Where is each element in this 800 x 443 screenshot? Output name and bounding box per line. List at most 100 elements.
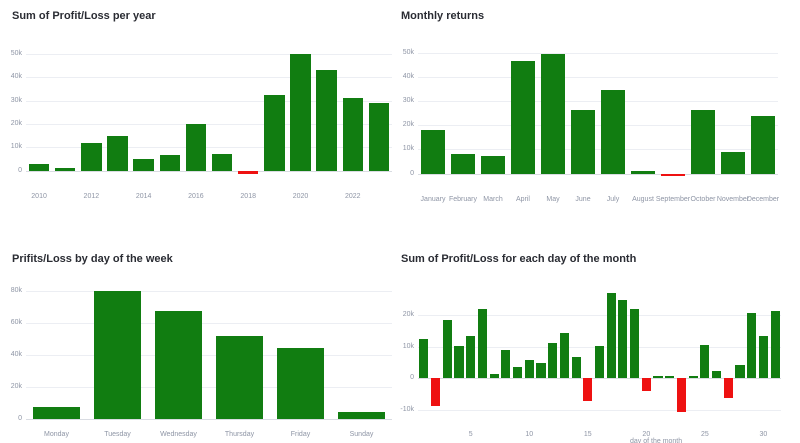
chart-title: Monthly returns <box>401 10 485 22</box>
bar-13[interactable] <box>559 332 569 379</box>
bar-26[interactable] <box>712 370 722 379</box>
bar-19[interactable] <box>630 309 640 379</box>
bar-Sunday[interactable] <box>337 412 386 419</box>
x-tick-label: September <box>655 196 691 203</box>
bar-14[interactable] <box>571 357 581 379</box>
bar-2012[interactable] <box>81 142 102 171</box>
bar-27[interactable] <box>723 378 733 399</box>
y-tick-label: 30k <box>10 96 22 104</box>
bar-2017[interactable] <box>211 153 233 171</box>
chart-profit-loss-by-weekday: Prifits/Loss by day of the week 0 20k 40k 6… <box>0 221 400 443</box>
bar-2011[interactable] <box>55 167 76 171</box>
x-tick-label: 2018 <box>240 193 256 200</box>
bar-Wednesday[interactable] <box>154 310 203 419</box>
bar-Thursday[interactable] <box>215 336 264 419</box>
bar-10[interactable] <box>524 360 534 379</box>
x-tick-label: Thursday <box>224 431 255 438</box>
bar-29[interactable] <box>747 313 757 379</box>
bar-2022[interactable] <box>342 98 363 171</box>
plot-area: 0 20k 40k 60k 80k Monday Tuesday Wednesday Thurs… <box>11 283 392 438</box>
y-tick-label: 40k <box>10 351 22 358</box>
bar-Tuesday[interactable] <box>93 290 142 419</box>
bar-30[interactable] <box>758 336 768 379</box>
bar-2016[interactable] <box>185 123 207 171</box>
bar-2010[interactable] <box>28 164 50 171</box>
y-tick-label: 20k <box>402 121 414 129</box>
bar-5[interactable] <box>466 335 476 379</box>
bar-6[interactable] <box>477 308 487 379</box>
x-tick-label: April <box>515 196 530 203</box>
bar-12[interactable] <box>548 343 558 379</box>
x-tick-label: Wednesday <box>160 431 197 438</box>
gridline <box>26 387 392 388</box>
y-tick-label: 20k <box>402 310 414 318</box>
gridline <box>26 291 392 292</box>
gridline <box>26 53 392 55</box>
bar-2019[interactable] <box>264 95 285 171</box>
bar-21[interactable] <box>653 376 663 379</box>
bar-18[interactable] <box>618 299 628 379</box>
bar-20[interactable] <box>641 378 651 392</box>
bar-November[interactable] <box>721 151 745 174</box>
x-tick-label: Sunday <box>349 431 374 438</box>
bar-11[interactable] <box>536 362 546 379</box>
bar-17[interactable] <box>606 292 616 379</box>
bar-9[interactable] <box>512 367 523 379</box>
bar-2018[interactable] <box>238 170 259 175</box>
y-tick-label: 80k <box>10 287 22 294</box>
bar-Friday[interactable] <box>276 348 325 419</box>
bar-4[interactable] <box>454 345 464 379</box>
gridline <box>26 147 392 149</box>
bar-October[interactable] <box>691 109 715 174</box>
y-tick-label: 10k <box>402 342 414 350</box>
bar-22[interactable] <box>665 376 675 379</box>
bar-2013[interactable] <box>107 135 128 171</box>
plot-area: 0 10k 20k 30k 40k 50k January February March Apri… <box>403 48 779 203</box>
bar-7[interactable] <box>489 374 499 379</box>
bar-24[interactable] <box>688 375 698 379</box>
bar-31[interactable] <box>770 310 780 379</box>
chart-profit-loss-by-day-of-month: Sum of Profit/Loss for each day of the m… <box>400 221 800 443</box>
bar-16[interactable] <box>594 345 605 379</box>
y-tick-label: 10k <box>10 143 22 151</box>
x-tick-label: 30 <box>759 431 768 438</box>
bar-June[interactable] <box>571 109 595 174</box>
bar-February[interactable] <box>451 153 475 174</box>
bar-August[interactable] <box>631 171 655 174</box>
bar-2020[interactable] <box>290 54 311 171</box>
bar-September[interactable] <box>661 173 685 176</box>
bar-2021[interactable] <box>316 69 337 171</box>
bar-2[interactable] <box>430 378 441 406</box>
bar-2023[interactable] <box>368 103 390 171</box>
bar-January[interactable] <box>421 129 445 174</box>
bar-May[interactable] <box>541 54 565 174</box>
zero-axis-line <box>418 378 781 380</box>
bar-2014[interactable] <box>133 158 154 171</box>
bar-Monday[interactable] <box>32 407 81 419</box>
x-tick-label: 5 <box>468 431 473 438</box>
bar-23[interactable] <box>676 378 687 412</box>
chart-title: Sum of Profit/Loss per year <box>12 10 156 22</box>
bar-July[interactable] <box>601 89 625 174</box>
x-tick-label: 2022 <box>344 193 361 200</box>
bar-15[interactable] <box>583 378 593 401</box>
chart-title: Prifits/Loss by day of the week <box>12 253 173 265</box>
x-tick-label: February <box>448 196 477 203</box>
bar-8[interactable] <box>501 350 511 379</box>
gridline <box>418 76 778 78</box>
gridline <box>418 409 781 411</box>
bar-3[interactable] <box>442 319 452 379</box>
bar-28[interactable] <box>735 365 745 379</box>
bar-March[interactable] <box>481 155 505 174</box>
x-tick-label: July <box>606 196 620 203</box>
x-tick-label: Friday <box>290 431 311 438</box>
bar-December[interactable] <box>751 115 775 174</box>
y-tick-label: 0 <box>18 415 22 422</box>
chart-monthly-returns: Monthly returns 0 10k 20k 30k 40k 50k January F… <box>400 0 800 221</box>
gridline <box>26 355 392 356</box>
bar-1[interactable] <box>419 338 429 379</box>
bar-April[interactable] <box>511 60 535 174</box>
bar-25[interactable] <box>700 344 710 379</box>
bar-2015[interactable] <box>159 154 180 171</box>
